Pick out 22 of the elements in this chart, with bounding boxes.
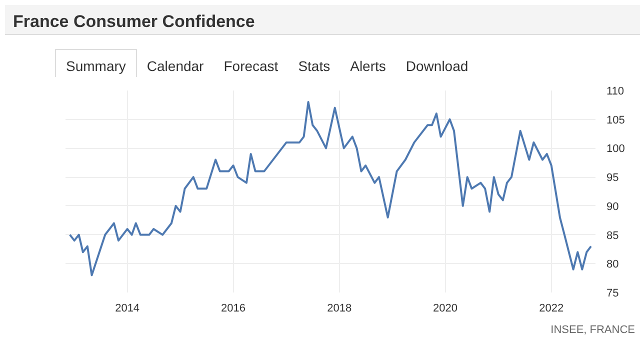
line-series bbox=[68, 101, 592, 276]
text: Download bbox=[404, 57, 470, 76]
y-tick-label: 105 bbox=[606, 114, 625, 126]
text: Stats bbox=[297, 57, 332, 76]
y-tick-label: 80 bbox=[606, 258, 619, 271]
text: INSEE, FRANCE bbox=[550, 323, 635, 337]
y-tick-label: 75 bbox=[606, 288, 619, 300]
y-tick-label: 95 bbox=[606, 172, 619, 184]
chart-title: France Consumer Confidence bbox=[13, 12, 255, 31]
text: Calendar bbox=[146, 57, 205, 76]
text: Alerts bbox=[349, 57, 387, 76]
x-tick-label: 2022 bbox=[539, 302, 564, 314]
y-tick-label: 90 bbox=[606, 200, 619, 213]
y-tick-label: 100 bbox=[606, 143, 625, 156]
x-tick-label: 2018 bbox=[327, 302, 352, 314]
x-tick-label: 2020 bbox=[433, 302, 458, 314]
x-tick-label: 2014 bbox=[115, 302, 140, 314]
text: Summary bbox=[65, 57, 127, 76]
text: Forecast bbox=[222, 57, 280, 76]
x-tick-label: 2016 bbox=[221, 302, 246, 314]
y-tick-label: 85 bbox=[606, 230, 619, 242]
y-tick-label: 110 bbox=[606, 86, 624, 98]
